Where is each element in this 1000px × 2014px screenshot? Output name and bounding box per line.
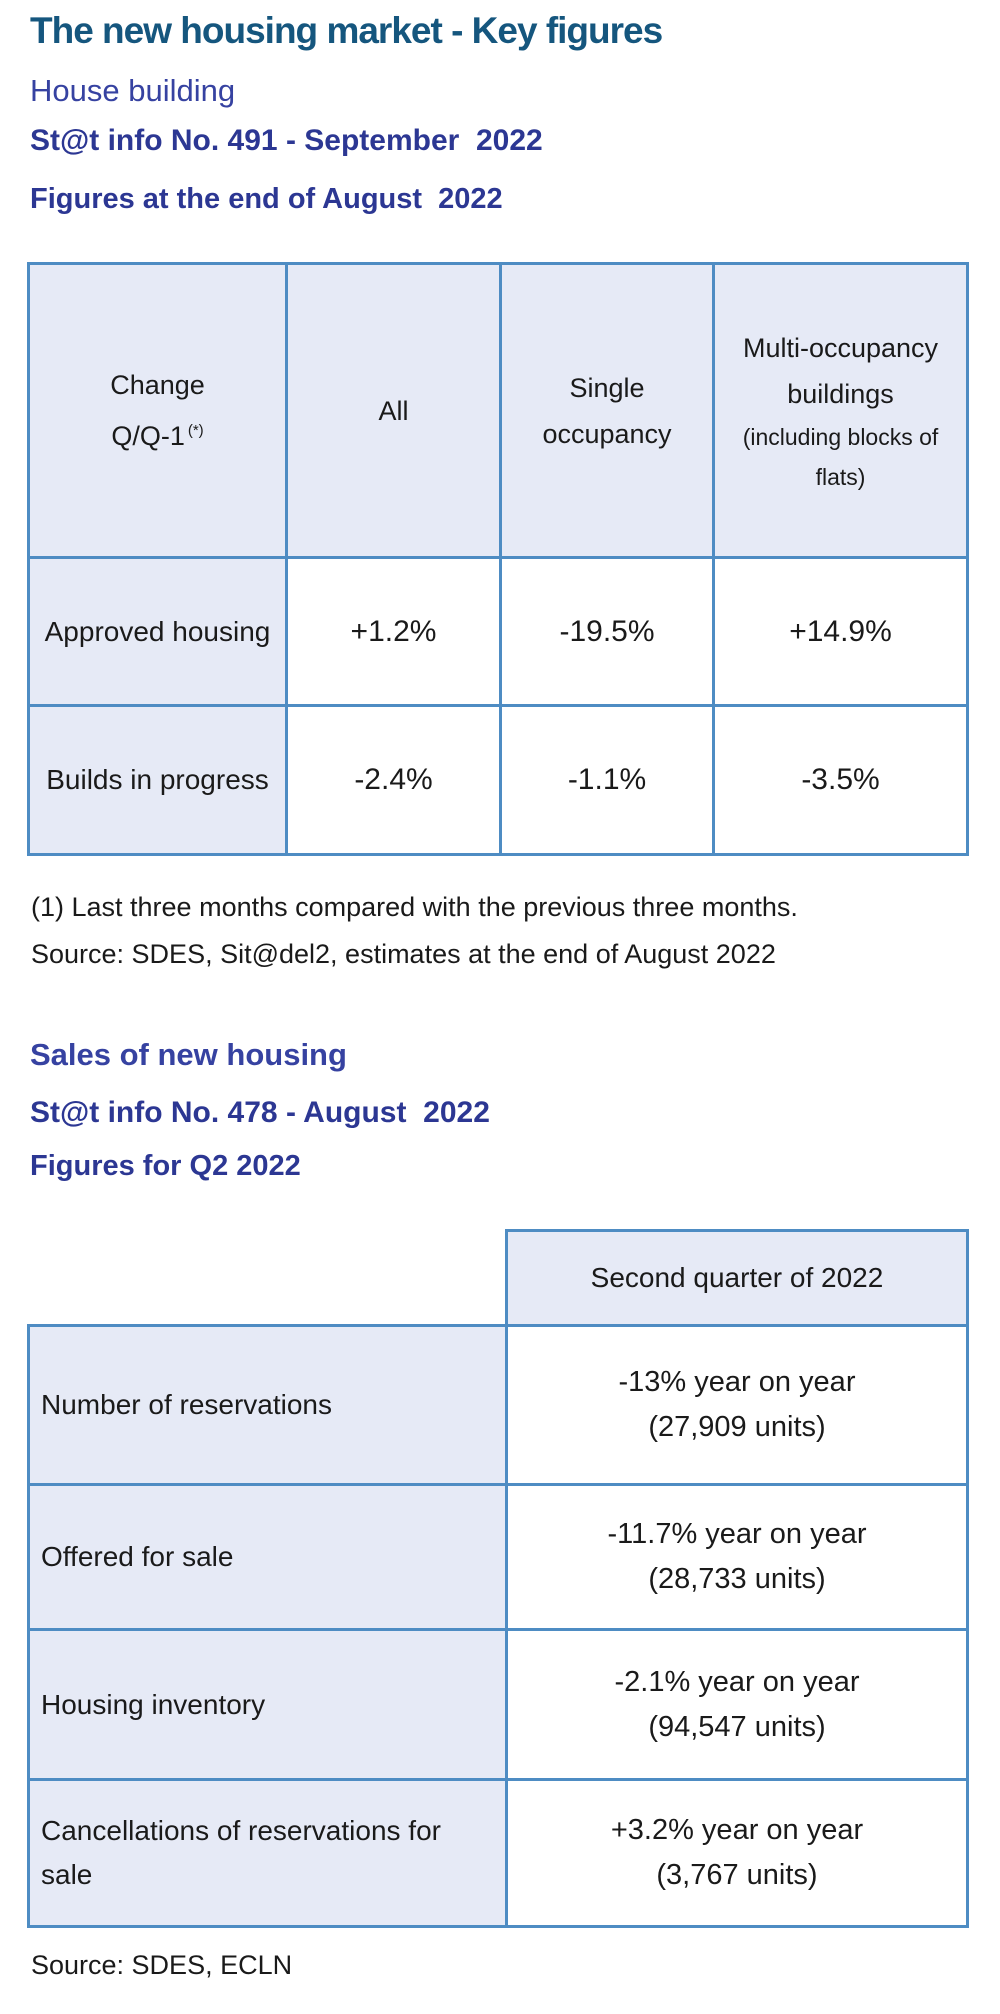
value-line2: (28,733 units) xyxy=(648,1563,826,1595)
approved-housing-all-value: +1.2% xyxy=(285,556,502,707)
approved-housing-multi-value: +14.9% xyxy=(712,556,969,707)
row-label-number-of-reservations: Number of reservations xyxy=(27,1324,508,1486)
house-building-table: Change Q/Q-1 (*) All Single occupancy Mul… xyxy=(27,262,969,856)
table-row: Housing inventory -2.1% year on year (94… xyxy=(27,1628,969,1781)
cancellations-value: +3.2% year on year (3,767 units) xyxy=(505,1778,969,1928)
value-line2: (27,909 units) xyxy=(648,1411,826,1443)
header-cell-all: All xyxy=(285,262,502,559)
header-cell-single-occupancy: Single occupancy xyxy=(499,262,715,559)
section1-figures-note: Figures at the end of August 2022 xyxy=(30,183,503,215)
value-line1: -11.7% year on year xyxy=(607,1518,867,1550)
value-line1: +3.2% year on year xyxy=(610,1814,864,1846)
header-cell-multi-occupancy: Multi-occupancy buildings (including blo… xyxy=(712,262,969,559)
header-multi-note: (including blocks of flats) xyxy=(742,423,939,490)
table-row: Cancellations of reservations for sale +… xyxy=(27,1778,969,1928)
value-line1: -2.1% year on year xyxy=(614,1665,860,1698)
sales-table-empty-corner xyxy=(29,1231,507,1326)
table-header-row: Change Q/Q-1 (*) All Single occupancy Mul… xyxy=(27,262,969,559)
row-label-offered-for-sale: Offered for sale xyxy=(27,1483,508,1631)
table-row: Approved housing +1.2% -19.5% +14.9% xyxy=(27,556,969,707)
footnote-line: (1) Last three months compared with the … xyxy=(31,892,798,922)
header-change-line1: Change xyxy=(110,370,205,400)
source-line-house-building: Source: SDES, Sit@del2, estimates at the… xyxy=(31,939,776,969)
row-label-approved-housing: Approved housing xyxy=(27,556,288,707)
section2-stat-info: St@t info No. 478 - August 2022 xyxy=(30,1096,490,1129)
header-change-label: Q/Q-1 xyxy=(111,421,185,451)
header-change-line2: Q/Q-1 (*) xyxy=(32,408,284,459)
section2-heading: Sales of new housing xyxy=(30,1037,347,1072)
builds-in-progress-multi-value: -3.5% xyxy=(712,704,969,856)
value-line2: (3,767 units) xyxy=(656,1859,818,1891)
housing-inventory-value: -2.1% year on year (94,547 units) xyxy=(505,1628,969,1781)
offered-for-sale-value: -11.7% year on year (28,733 units) xyxy=(505,1483,969,1631)
builds-in-progress-all-value: -2.4% xyxy=(285,704,502,856)
table1-notes: (1) Last three months compared with the … xyxy=(31,884,798,978)
header-change-footnote-mark: (*) xyxy=(187,422,204,439)
row-label-cancellations: Cancellations of reservations for sale xyxy=(27,1778,508,1928)
approved-housing-single-value: -19.5% xyxy=(499,556,715,707)
value-line2: (94,547 units) xyxy=(648,1710,826,1743)
section1-stat-info: St@t info No. 491 - September 2022 xyxy=(30,124,543,157)
section1-heading: House building xyxy=(30,73,236,108)
table-row: Number of reservations -13% year on year… xyxy=(27,1324,969,1486)
table-row: Builds in progress -2.4% -1.1% -3.5% xyxy=(27,704,969,856)
section2-figures-note: Figures for Q2 2022 xyxy=(30,1150,301,1182)
row-label-housing-inventory: Housing inventory xyxy=(27,1628,508,1781)
sales-table-header-row: Second quarter of 2022 xyxy=(29,1229,969,1327)
number-of-reservations-value: -13% year on year (27,909 units) xyxy=(505,1324,969,1486)
table-row: Offered for sale -11.7% year on year (28… xyxy=(27,1483,969,1631)
builds-in-progress-single-value: -1.1% xyxy=(499,704,715,856)
header-multi-main: Multi-occupancy buildings xyxy=(742,332,939,409)
page-title: The new housing market - Key figures xyxy=(30,10,663,51)
row-label-builds-in-progress: Builds in progress xyxy=(27,704,288,856)
value-line1: -13% year on year xyxy=(618,1366,856,1398)
source-line-sales: Source: SDES, ECLN xyxy=(31,1950,293,1980)
header-cell-second-quarter: Second quarter of 2022 xyxy=(505,1229,969,1327)
header-cell-change: Change Q/Q-1 (*) xyxy=(27,262,288,559)
sales-table: Second quarter of 2022 Number of reserva… xyxy=(27,1229,969,1928)
